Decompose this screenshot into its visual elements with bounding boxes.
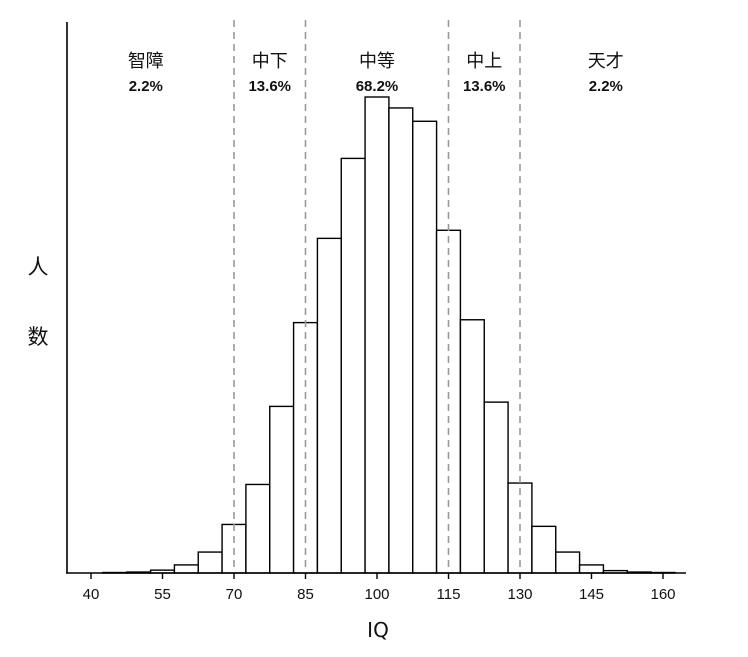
histogram-bar <box>269 405 295 574</box>
x-tick-label: 130 <box>507 586 532 603</box>
histogram-bar <box>245 483 271 574</box>
y-axis-title-char: 人 <box>28 255 49 279</box>
category-dividers <box>233 20 521 573</box>
histogram-bar <box>531 525 557 574</box>
histogram-bar <box>364 96 390 574</box>
histogram-bar <box>435 229 462 574</box>
histogram-bar <box>340 157 366 574</box>
region-name-label: 天才 <box>588 51 624 72</box>
x-tick-label: 85 <box>297 586 314 603</box>
region-name-label: 中上 <box>466 51 502 72</box>
histogram-bar <box>578 564 605 574</box>
histogram-bar <box>459 319 485 574</box>
region-percent-label: 2.2% <box>129 78 163 95</box>
x-tick-label: 145 <box>579 586 604 603</box>
region-percent-label: 68.2% <box>356 78 399 95</box>
x-axis-title: IQ <box>367 618 389 642</box>
region-percent-label: 13.6% <box>248 78 291 95</box>
region-name-label: 中等 <box>359 51 395 72</box>
histogram-bar <box>555 551 581 574</box>
histogram-bar <box>412 120 438 574</box>
region-name-label: 中下 <box>252 51 288 72</box>
region-percent-label: 2.2% <box>589 78 623 95</box>
histogram-bars <box>102 96 676 574</box>
region-percent-label: 13.6% <box>463 78 506 95</box>
x-tick-label: 100 <box>364 586 389 603</box>
histogram-bar <box>483 401 509 574</box>
x-tick-label: 115 <box>437 586 461 603</box>
y-axis-title-char: 数 <box>28 325 49 349</box>
x-tick-label: 160 <box>650 586 675 603</box>
y-axis-title: 人数 <box>28 255 49 349</box>
histogram-bar <box>388 107 414 574</box>
x-tick-label: 40 <box>83 586 100 603</box>
x-tick-label: 70 <box>226 586 243 603</box>
x-axis-ticks: 40 55 70 85 100 115 130 145 160 <box>83 573 676 603</box>
region-name-label: 智障 <box>128 51 164 72</box>
histogram-bar <box>173 564 199 574</box>
x-tick-label: 55 <box>154 586 171 603</box>
histogram-bar <box>197 551 223 574</box>
histogram-bar <box>316 237 342 574</box>
region-labels: 智障 2.2% 中下 13.6% 中等 68.2% 中上 13.6% 天才 2.2% <box>128 51 624 95</box>
